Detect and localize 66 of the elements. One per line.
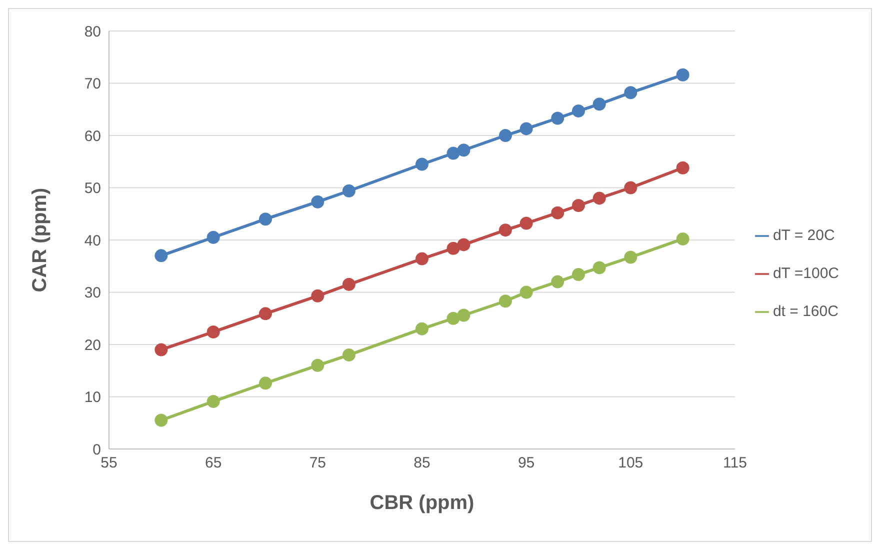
- point: [551, 206, 564, 220]
- y-tick-label: 50: [84, 180, 101, 198]
- point: [457, 308, 470, 322]
- point: [311, 358, 324, 372]
- point: [206, 394, 220, 408]
- point: [154, 249, 168, 262]
- point: [676, 68, 690, 82]
- point: [342, 348, 356, 362]
- point: [520, 122, 533, 136]
- point: [498, 129, 512, 142]
- point: [415, 322, 428, 336]
- point: [154, 414, 168, 427]
- y-tick-label: 80: [84, 23, 101, 40]
- point: [498, 294, 512, 308]
- point: [572, 104, 585, 118]
- x-tick-label: 75: [309, 454, 326, 472]
- y-tick-label: 40: [84, 232, 101, 250]
- y-tick-label: 0: [92, 441, 101, 458]
- point: [457, 144, 470, 157]
- point: [415, 158, 428, 171]
- point: [551, 112, 564, 125]
- y-tick-label: 20: [84, 336, 101, 354]
- point: [624, 86, 638, 100]
- x-tick-label: 65: [204, 454, 222, 472]
- y-axis-title: CAR (ppm): [29, 188, 52, 292]
- x-axis-title: CBR (ppm): [370, 492, 474, 514]
- point: [311, 289, 324, 302]
- legend-label: dT =100C: [772, 265, 839, 282]
- x-tick-label: 95: [518, 454, 535, 472]
- point: [520, 286, 533, 299]
- point: [520, 216, 533, 230]
- point: [572, 199, 585, 212]
- point: [206, 325, 220, 338]
- y-tick-label: 30: [84, 284, 101, 302]
- x-tick-label: 55: [100, 454, 118, 472]
- point: [592, 261, 606, 274]
- point: [446, 242, 460, 255]
- point: [592, 192, 606, 205]
- point: [311, 195, 324, 208]
- legend-label: dt = 160C: [772, 303, 838, 320]
- point: [498, 224, 512, 237]
- y-tick-label: 60: [84, 128, 101, 145]
- point: [342, 184, 356, 198]
- y-tick-label: 70: [84, 76, 101, 93]
- point: [258, 376, 272, 390]
- x-tick-label: 115: [723, 454, 747, 472]
- point: [415, 252, 428, 266]
- y-tick-label: 10: [84, 389, 101, 406]
- point: [258, 307, 272, 320]
- point: [258, 212, 272, 226]
- point: [624, 181, 638, 194]
- point: [206, 230, 220, 244]
- point: [342, 278, 356, 291]
- point: [551, 275, 564, 288]
- point: [446, 312, 460, 325]
- point: [154, 343, 168, 356]
- point: [676, 161, 690, 174]
- point: [676, 232, 690, 246]
- x-tick-label: 85: [414, 454, 430, 472]
- point: [457, 238, 470, 252]
- point: [446, 146, 460, 160]
- point: [624, 250, 638, 264]
- x-tick-label: 105: [618, 454, 644, 472]
- legend-label: dT = 20C: [772, 227, 835, 244]
- point: [592, 98, 606, 111]
- point: [572, 268, 585, 281]
